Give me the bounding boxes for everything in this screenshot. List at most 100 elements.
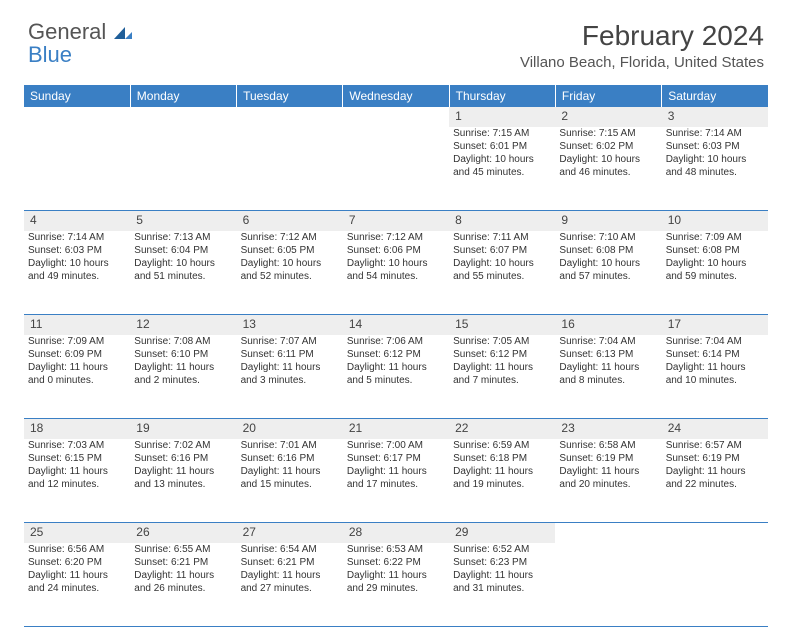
daylight-text-2: and 12 minutes. <box>28 478 126 491</box>
calendar-body: 123Sunrise: 7:15 AMSunset: 6:01 PMDaylig… <box>24 107 768 627</box>
sunset-text: Sunset: 6:03 PM <box>28 244 126 257</box>
day-cell: Sunrise: 6:54 AMSunset: 6:21 PMDaylight:… <box>237 543 343 627</box>
sunset-text: Sunset: 6:20 PM <box>28 556 126 569</box>
daylight-text-1: Daylight: 11 hours <box>453 569 551 582</box>
day-number: 28 <box>343 523 449 543</box>
sunrise-text: Sunrise: 6:52 AM <box>453 543 551 556</box>
sunrise-text: Sunrise: 7:12 AM <box>347 231 445 244</box>
day-cell: Sunrise: 7:01 AMSunset: 6:16 PMDaylight:… <box>237 439 343 523</box>
day-number: 29 <box>449 523 555 543</box>
daylight-text-1: Daylight: 11 hours <box>134 465 232 478</box>
sunset-text: Sunset: 6:03 PM <box>666 140 764 153</box>
sunrise-text: Sunrise: 6:59 AM <box>453 439 551 452</box>
daylight-text-1: Daylight: 10 hours <box>559 257 657 270</box>
daylight-text-1: Daylight: 11 hours <box>134 361 232 374</box>
sunset-text: Sunset: 6:07 PM <box>453 244 551 257</box>
day-number-row: 11121314151617 <box>24 315 768 335</box>
logo: GeneralBlue <box>28 20 132 66</box>
daylight-text-2: and 24 minutes. <box>28 582 126 595</box>
sunrise-text: Sunrise: 7:11 AM <box>453 231 551 244</box>
sunset-text: Sunset: 6:21 PM <box>241 556 339 569</box>
daylight-text-1: Daylight: 11 hours <box>28 569 126 582</box>
sunrise-text: Sunrise: 6:58 AM <box>559 439 657 452</box>
sunrise-text: Sunrise: 7:06 AM <box>347 335 445 348</box>
daylight-text-1: Daylight: 10 hours <box>666 257 764 270</box>
daylight-text-1: Daylight: 11 hours <box>666 361 764 374</box>
dow-header: Monday <box>130 85 236 107</box>
sunrise-text: Sunrise: 7:12 AM <box>241 231 339 244</box>
day-number-row: 18192021222324 <box>24 419 768 439</box>
daylight-text-2: and 10 minutes. <box>666 374 764 387</box>
sunset-text: Sunset: 6:19 PM <box>666 452 764 465</box>
title-block: February 2024 Villano Beach, Florida, Un… <box>520 20 764 71</box>
daylight-text-1: Daylight: 11 hours <box>559 465 657 478</box>
day-number: 15 <box>449 315 555 335</box>
day-number: 16 <box>555 315 661 335</box>
daylight-text-1: Daylight: 10 hours <box>453 153 551 166</box>
day-number <box>237 107 343 127</box>
day-number: 12 <box>130 315 236 335</box>
day-cell: Sunrise: 7:09 AMSunset: 6:09 PMDaylight:… <box>24 335 130 419</box>
day-number: 10 <box>662 211 768 231</box>
sunrise-text: Sunrise: 7:07 AM <box>241 335 339 348</box>
day-number-row: 2526272829 <box>24 523 768 543</box>
daylight-text-2: and 0 minutes. <box>28 374 126 387</box>
day-number <box>662 523 768 543</box>
sunrise-text: Sunrise: 7:14 AM <box>28 231 126 244</box>
sunset-text: Sunset: 6:02 PM <box>559 140 657 153</box>
day-cell <box>237 127 343 211</box>
daylight-text-2: and 15 minutes. <box>241 478 339 491</box>
daylight-text-2: and 55 minutes. <box>453 270 551 283</box>
sunset-text: Sunset: 6:12 PM <box>453 348 551 361</box>
day-cell: Sunrise: 6:53 AMSunset: 6:22 PMDaylight:… <box>343 543 449 627</box>
sunset-text: Sunset: 6:05 PM <box>241 244 339 257</box>
daylight-text-2: and 54 minutes. <box>347 270 445 283</box>
dow-header: Sunday <box>24 85 130 107</box>
sunrise-text: Sunrise: 7:01 AM <box>241 439 339 452</box>
sunset-text: Sunset: 6:12 PM <box>347 348 445 361</box>
day-cell <box>343 127 449 211</box>
daylight-text-2: and 13 minutes. <box>134 478 232 491</box>
day-content-row: Sunrise: 7:14 AMSunset: 6:03 PMDaylight:… <box>24 231 768 315</box>
daylight-text-2: and 2 minutes. <box>134 374 232 387</box>
sunrise-text: Sunrise: 7:13 AM <box>134 231 232 244</box>
day-number: 17 <box>662 315 768 335</box>
sunset-text: Sunset: 6:19 PM <box>559 452 657 465</box>
daylight-text-1: Daylight: 11 hours <box>347 465 445 478</box>
day-number: 20 <box>237 419 343 439</box>
daylight-text-2: and 57 minutes. <box>559 270 657 283</box>
sunrise-text: Sunrise: 7:15 AM <box>559 127 657 140</box>
daylight-text-1: Daylight: 10 hours <box>134 257 232 270</box>
daylight-text-1: Daylight: 11 hours <box>241 569 339 582</box>
header: GeneralBlue February 2024 Villano Beach,… <box>0 0 792 79</box>
dow-header: Friday <box>555 85 661 107</box>
sunset-text: Sunset: 6:18 PM <box>453 452 551 465</box>
day-number: 25 <box>24 523 130 543</box>
daylight-text-1: Daylight: 11 hours <box>241 361 339 374</box>
sunset-text: Sunset: 6:06 PM <box>347 244 445 257</box>
calendar-table: SundayMondayTuesdayWednesdayThursdayFrid… <box>24 85 768 627</box>
day-number: 9 <box>555 211 661 231</box>
day-cell: Sunrise: 7:00 AMSunset: 6:17 PMDaylight:… <box>343 439 449 523</box>
day-cell: Sunrise: 7:14 AMSunset: 6:03 PMDaylight:… <box>24 231 130 315</box>
day-cell: Sunrise: 7:05 AMSunset: 6:12 PMDaylight:… <box>449 335 555 419</box>
day-cell: Sunrise: 7:12 AMSunset: 6:06 PMDaylight:… <box>343 231 449 315</box>
sunrise-text: Sunrise: 7:15 AM <box>453 127 551 140</box>
daylight-text-1: Daylight: 10 hours <box>666 153 764 166</box>
daylight-text-2: and 27 minutes. <box>241 582 339 595</box>
daylight-text-2: and 17 minutes. <box>347 478 445 491</box>
day-cell <box>555 543 661 627</box>
dow-header: Tuesday <box>237 85 343 107</box>
day-number: 23 <box>555 419 661 439</box>
day-number <box>130 107 236 127</box>
day-content-row: Sunrise: 7:09 AMSunset: 6:09 PMDaylight:… <box>24 335 768 419</box>
day-cell: Sunrise: 7:13 AMSunset: 6:04 PMDaylight:… <box>130 231 236 315</box>
day-cell: Sunrise: 7:15 AMSunset: 6:02 PMDaylight:… <box>555 127 661 211</box>
daylight-text-1: Daylight: 10 hours <box>28 257 126 270</box>
day-number: 21 <box>343 419 449 439</box>
day-number: 24 <box>662 419 768 439</box>
sunset-text: Sunset: 6:17 PM <box>347 452 445 465</box>
sunrise-text: Sunrise: 7:03 AM <box>28 439 126 452</box>
day-cell <box>130 127 236 211</box>
day-cell: Sunrise: 6:57 AMSunset: 6:19 PMDaylight:… <box>662 439 768 523</box>
